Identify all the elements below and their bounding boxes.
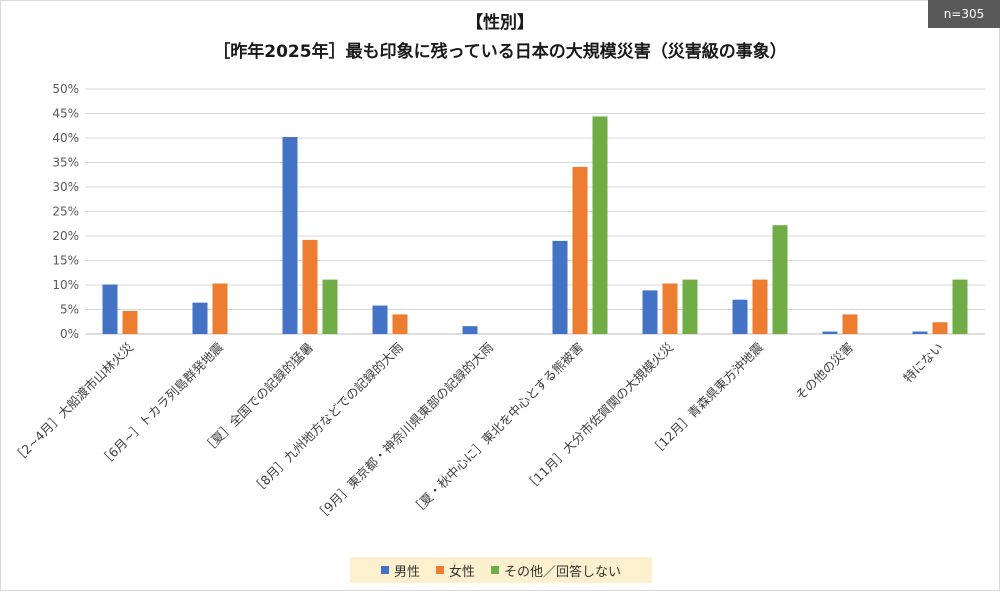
x-category-label: その他の災害	[792, 340, 856, 404]
bar-male	[552, 240, 568, 334]
bar-female	[212, 283, 228, 334]
y-tick-label: 0%	[60, 327, 79, 341]
y-tick-label: 35%	[52, 156, 79, 170]
bar-female	[842, 314, 858, 334]
x-axis-category-labels: ［2~4月］大船渡市山林火災［6月~］トカラ列島群発地震［夏］全国での記録的猛暑…	[10, 339, 946, 524]
bars	[102, 116, 968, 334]
bar-male	[372, 305, 388, 334]
x-category-label: ［11月］大分市佐賀関の大規模火災	[522, 339, 677, 494]
bar-female	[662, 283, 678, 334]
chart-title-line1: 【性別】	[466, 13, 534, 33]
y-tick-label: 10%	[52, 278, 79, 292]
bar-male	[102, 284, 118, 334]
x-category-label: ［8月］九州地方などでの記録的大雨	[249, 340, 406, 497]
bar-female	[572, 166, 588, 334]
bar-male	[462, 326, 478, 334]
legend-label: 女性	[448, 564, 475, 580]
legend-swatch	[491, 566, 499, 574]
legend-swatch	[435, 566, 444, 574]
bar-other	[682, 279, 698, 334]
sample-size-badge: n=305	[928, 0, 1000, 28]
legend-label: 男性	[393, 564, 420, 580]
legend-label: その他／回答しない	[504, 564, 622, 580]
legend: 男性 女性 その他／回答しない	[350, 557, 652, 583]
legend-item: 男性	[380, 561, 420, 580]
bar-male	[192, 302, 208, 334]
gridlines	[85, 88, 985, 335]
chart-title-line2: ［昨年2025年］最も印象に残っている日本の大規模災害（災害級の事象）	[213, 42, 787, 62]
legend-item: 女性	[435, 561, 475, 580]
bar-female	[122, 310, 138, 334]
y-tick-label: 20%	[52, 229, 79, 243]
bar-male	[642, 290, 658, 334]
x-category-label: ［夏・秋中心に］東北を中心とする熊被害	[408, 340, 586, 518]
bar-male	[282, 137, 298, 334]
bar-female	[932, 322, 948, 334]
bar-other	[952, 279, 968, 334]
x-category-label: 特にない	[900, 340, 946, 386]
y-tick-label: 40%	[52, 131, 79, 145]
bar-male	[912, 331, 928, 334]
y-tick-label: 45%	[52, 107, 79, 121]
y-tick-label: 30%	[52, 180, 79, 194]
legend-swatch	[380, 566, 389, 574]
bar-female	[302, 239, 318, 334]
bar-other	[592, 116, 608, 334]
y-tick-label: 25%	[52, 205, 79, 219]
y-axis-tick-labels: 0% 5% 10% 15% 20% 25% 30% 35% 40% 45% 50%	[52, 82, 79, 341]
bar-other	[322, 279, 338, 334]
y-tick-label: 5%	[60, 303, 79, 317]
bar-male	[732, 299, 748, 334]
x-category-label: ［9月］東京都・神奈川県東部の記録的大雨	[312, 340, 496, 524]
bar-female	[752, 279, 768, 334]
bar-female	[392, 314, 408, 334]
legend-item: その他／回答しない	[491, 561, 621, 580]
y-tick-label: 50%	[52, 82, 79, 96]
y-tick-label: 15%	[52, 254, 79, 268]
bar-male	[822, 331, 838, 334]
bar-other	[772, 225, 788, 334]
